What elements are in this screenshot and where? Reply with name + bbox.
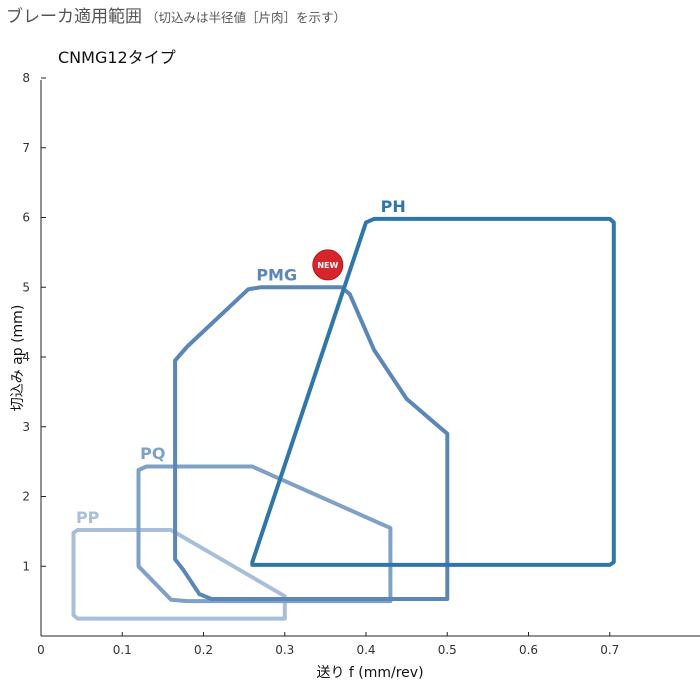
new-badge: NEW: [312, 249, 344, 281]
y-tick-label: 5: [22, 280, 30, 294]
new-badge-text: NEW: [317, 261, 338, 270]
new-badge-circle: [312, 249, 344, 281]
y-tick-label: 4: [22, 350, 30, 364]
x-axis-label: 送り f (mm/rev): [316, 665, 423, 681]
y-axis-label: 切込み ap (mm): [10, 305, 26, 412]
page-header: ブレーカ適用範囲 （切込みは半径値［片肉］を示す）: [6, 2, 346, 27]
series-pp-label: PP: [76, 508, 100, 527]
x-tick-label: 0.1: [113, 643, 132, 657]
x-tick-label: 0.4: [356, 643, 375, 657]
x-tick-label: 0: [37, 643, 45, 657]
page-title-note: （切込みは半径値［片肉］を示す）: [146, 10, 347, 25]
series-pmg-region: [173, 285, 450, 601]
series-pq-region: [136, 464, 393, 604]
x-tick-label: 0.5: [438, 643, 457, 657]
series-pp-region: [71, 528, 287, 621]
series-ph-label: PH: [381, 197, 406, 216]
y-tick-label: 2: [22, 490, 30, 504]
y-tick-label: 3: [22, 420, 30, 434]
y-tick-label: 1: [22, 559, 30, 573]
x-tick-label: 0.3: [275, 643, 294, 657]
x-tick-label: 0.6: [519, 643, 538, 657]
x-tick-label: 0.7: [600, 643, 619, 657]
y-tick-label: 7: [22, 141, 30, 155]
y-tick-label: 6: [22, 211, 30, 225]
x-tick-label: 0.2: [194, 643, 213, 657]
y-tick-label: 8: [22, 71, 30, 85]
chart-title: CNMG12タイプ: [58, 48, 176, 67]
series-pmg-label: PMG: [256, 265, 297, 284]
series-pq-label: PQ: [140, 444, 165, 463]
page-title: ブレーカ適用範囲: [6, 7, 142, 27]
series-ph-region: [250, 216, 616, 567]
